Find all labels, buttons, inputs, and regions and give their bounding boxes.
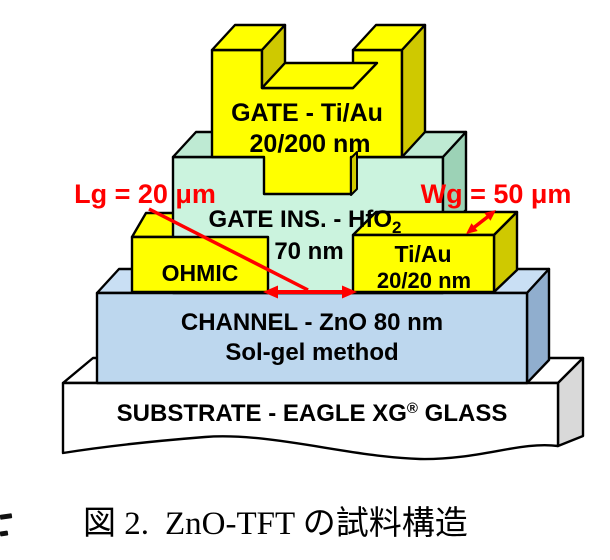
gate-label: GATE - Ti/Au <box>231 99 383 127</box>
gate-width-annotation: Wg = 50 μm <box>421 179 572 209</box>
substrate-label-main: SUBSTRATE - EAGLE XG <box>117 400 407 427</box>
substrate-front-face <box>61 381 560 461</box>
gate-insulator-thickness-label: 70 nm <box>274 238 343 265</box>
lg-arrowhead-left <box>263 285 278 299</box>
gate-insulator-name: GATE INS. - HfO <box>208 206 392 233</box>
gate-foot-side-face <box>350 151 358 196</box>
gate-notch-floor <box>260 61 379 90</box>
figure-caption-text: ZnO-TFT の試料構造 <box>165 506 468 542</box>
ohmic-label: OHMIC <box>162 260 239 286</box>
substrate-label-end: GLASS <box>418 400 507 427</box>
channel-method-label: Sol-gel method <box>225 339 398 366</box>
lg-dimension-line <box>148 207 309 292</box>
drain-material-label: Ti/Au <box>394 241 451 267</box>
clipped-text-fragment-bottom <box>0 530 9 537</box>
lg-arrowhead-right <box>342 285 357 299</box>
registered-mark: ® <box>407 400 418 417</box>
wg-arrowhead-upper <box>484 210 496 221</box>
wg-arrow-line <box>470 213 492 231</box>
gate-insulator-side-face <box>441 130 468 235</box>
channel-front-face <box>95 291 529 385</box>
channel-label: CHANNEL - ZnO 80 nm <box>181 309 443 336</box>
figure-caption: 図 2. ZnO-TFT の試料構造 <box>83 496 468 544</box>
gate-insulator-label: GATE INS. - HfO2 <box>208 206 401 237</box>
clipped-text-fragment-top <box>0 513 13 520</box>
gate-insulator-subscript: 2 <box>392 218 401 237</box>
figure-caption-number: 図 2. <box>83 506 149 542</box>
drain-front-face <box>351 233 496 294</box>
gate-right-side-face <box>400 23 427 159</box>
substrate-label: SUBSTRATE - EAGLE XG® GLASS <box>117 400 508 427</box>
gate-length-annotation: Lg = 20 μm <box>74 179 216 209</box>
drain-thickness-label: 20/20 nm <box>377 268 471 293</box>
gate-thickness-label: 20/200 nm <box>250 130 371 158</box>
device-structure-diagram: GATE - Ti/Au 20/200 nm GATE INS. - HfO2 … <box>61 23 585 461</box>
wg-arrowhead-lower <box>466 223 478 234</box>
